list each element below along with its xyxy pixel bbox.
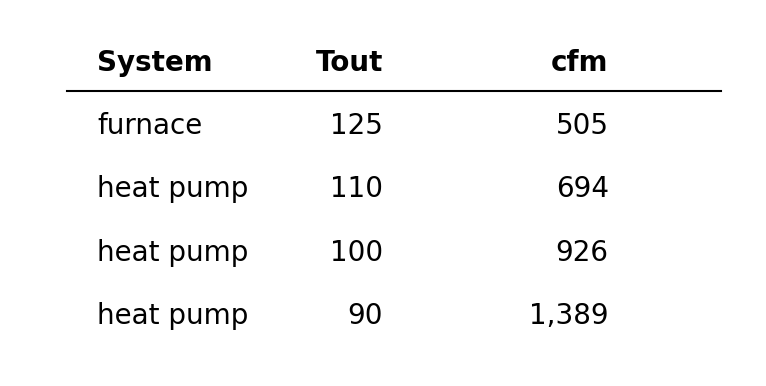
Text: System: System <box>97 49 213 77</box>
Text: 1,389: 1,389 <box>529 302 609 330</box>
Text: Tout: Tout <box>316 49 383 77</box>
Text: 505: 505 <box>555 112 609 140</box>
Text: heat pump: heat pump <box>97 239 249 267</box>
Text: heat pump: heat pump <box>97 302 249 330</box>
Text: 110: 110 <box>330 175 383 203</box>
Text: furnace: furnace <box>97 112 202 140</box>
Text: heat pump: heat pump <box>97 175 249 203</box>
Text: 125: 125 <box>330 112 383 140</box>
Text: 694: 694 <box>555 175 609 203</box>
Text: cfm: cfm <box>551 49 609 77</box>
Text: 926: 926 <box>555 239 609 267</box>
Text: 90: 90 <box>348 302 383 330</box>
Text: 100: 100 <box>330 239 383 267</box>
